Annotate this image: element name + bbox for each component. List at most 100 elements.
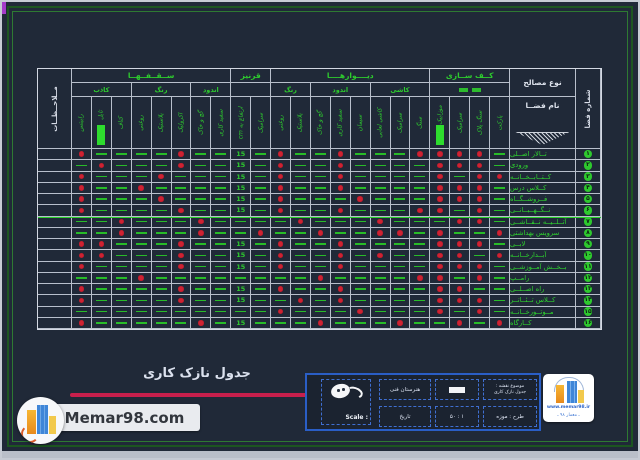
green-dash-marker — [374, 209, 386, 212]
space-number-cell: ۶ — [575, 205, 601, 217]
table-cell — [271, 261, 291, 273]
red-dot-marker — [178, 207, 184, 214]
table-cell — [171, 227, 192, 239]
table-cell — [470, 205, 491, 217]
table-cell — [171, 295, 192, 307]
green-dash-marker — [175, 322, 187, 324]
table-cell — [330, 160, 351, 172]
cell-value: 15 — [236, 296, 246, 305]
column-header: اکرولیک — [171, 97, 192, 149]
green-dash-marker — [115, 175, 127, 178]
table-cell — [251, 182, 272, 194]
space-name-header: نام فضــا — [509, 97, 576, 149]
table-cell — [211, 182, 232, 194]
column-label: سرامیک — [396, 112, 404, 133]
green-dash-marker — [115, 198, 127, 200]
red-dot-marker — [456, 185, 463, 191]
green-dash-marker — [95, 288, 107, 290]
green-dash-marker — [115, 153, 127, 155]
group-label: ســقــفــهــا — [127, 71, 175, 80]
table-cell — [350, 250, 371, 262]
green-dash-marker — [494, 243, 506, 245]
table-cell — [171, 182, 192, 194]
table-cell — [290, 160, 311, 172]
table-cell — [370, 182, 391, 194]
space-number-cell: ۴ — [575, 182, 601, 194]
notes-cell — [38, 171, 72, 183]
table-cell: 15 — [231, 160, 252, 172]
green-dash-marker — [255, 288, 267, 290]
green-dash-marker — [95, 277, 107, 279]
table-cell — [151, 295, 172, 307]
table-cell — [111, 149, 132, 161]
column-header: گچ و خاک — [310, 97, 331, 149]
table-cell — [350, 194, 371, 206]
table-cell — [310, 295, 331, 307]
selected-row-line[interactable] — [38, 216, 601, 218]
red-dot-marker — [357, 308, 363, 315]
green-dash-marker — [175, 232, 187, 234]
table-cell — [470, 160, 491, 172]
table-cell — [430, 306, 451, 318]
table-cell — [191, 239, 212, 251]
table-cell — [470, 317, 491, 329]
table-cell — [171, 149, 192, 161]
table-cell — [470, 171, 491, 183]
table-cell — [111, 194, 132, 206]
table-cell — [231, 227, 252, 239]
table-cell — [470, 216, 491, 228]
title-block[interactable]: Scale : هنرستان فنی تاریخ ۵۰ : ۱ موضوع ن… — [305, 373, 541, 431]
green-dash-marker — [494, 164, 506, 167]
table-cell — [72, 272, 92, 284]
column-label: کاشی لعابی — [376, 107, 384, 138]
table-cell — [310, 227, 331, 239]
green-dash-marker — [294, 232, 306, 234]
table-cell — [211, 149, 232, 161]
green-dash-marker — [95, 299, 107, 302]
row-label: ورودی — [509, 160, 576, 172]
finish-table[interactable]: مــلاحــظــات ســقــفــهــا کاذب رابیتس تایل… — [37, 68, 602, 330]
table-cell — [330, 250, 351, 262]
table-cell — [390, 295, 411, 307]
green-dash-marker — [394, 209, 406, 212]
red-dot-marker — [377, 218, 383, 225]
drawing-title[interactable]: جدول نازک کاری — [143, 366, 251, 381]
table-cell — [171, 306, 192, 318]
table-cell — [290, 216, 311, 228]
title-block-school-cell: هنرستان فنی — [379, 379, 431, 400]
green-dash-marker — [374, 153, 386, 155]
red-dot-marker — [377, 252, 383, 259]
table-cell — [191, 171, 212, 183]
red-dot-marker — [337, 151, 344, 157]
green-dash-marker — [75, 277, 87, 279]
table-cell — [410, 160, 431, 172]
table-cell — [72, 205, 92, 217]
red-dot-marker — [78, 185, 85, 191]
green-dash-marker — [75, 220, 87, 223]
title-block-project-cell: طرح : موزه — [483, 406, 537, 427]
table-cell — [111, 171, 132, 183]
red-dot-marker — [437, 230, 443, 236]
table-cell — [91, 284, 112, 296]
memar98-stamp: www.memar98.ir ـ معمار ۹۸ ـ — [543, 374, 594, 422]
column-header: سرامیک — [390, 97, 411, 149]
table-cell — [251, 250, 272, 262]
green-dash-marker — [95, 220, 107, 223]
red-dot-marker — [377, 230, 383, 236]
red-dot-marker — [476, 218, 483, 225]
column-label: گچ و خاک — [197, 110, 205, 135]
green-dash-marker — [75, 164, 87, 167]
red-dot-marker — [337, 252, 344, 259]
table-cell — [290, 306, 311, 318]
subgroup-label: کاشی — [390, 85, 410, 94]
green-dash-marker — [334, 232, 346, 234]
table-cell — [350, 216, 371, 228]
table-cell — [350, 239, 371, 251]
table-cell — [271, 194, 291, 206]
red-dot-marker — [178, 286, 184, 292]
group-header: ســقــفــهــا — [72, 69, 232, 83]
table-cell — [251, 171, 272, 183]
column-header: روغنی — [131, 97, 152, 149]
red-dot-marker — [456, 263, 463, 270]
